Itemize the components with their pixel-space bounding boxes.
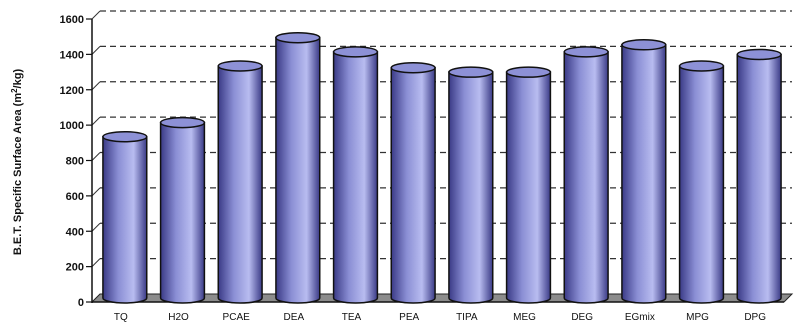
x-tick-label: TEA [342, 312, 362, 323]
x-tick-label: H2O [168, 312, 189, 323]
bar-top [736, 48, 782, 61]
y-tick-label: 1200 [60, 85, 84, 97]
y-tick-label: 0 [78, 297, 84, 309]
bar [102, 130, 148, 304]
bar-body [621, 44, 667, 304]
x-tick-label: DEG [571, 312, 593, 323]
x-tick-label: EGmix [625, 312, 655, 323]
bar-top [621, 39, 667, 51]
bar-top [563, 46, 609, 58]
bar-body [102, 135, 148, 304]
bar [159, 116, 206, 304]
x-tick-label: MPG [686, 312, 709, 323]
x-tick-label: PCAE [223, 312, 251, 323]
x-tick-label: TIPA [456, 312, 478, 323]
y-axis-title-superscript: 2 [10, 88, 19, 93]
bar [736, 48, 782, 304]
grid-line-diagonal [91, 152, 101, 161]
y-tick-label: 1600 [60, 14, 84, 26]
x-tick-label: TQ [114, 312, 128, 323]
grid-line-diagonal [91, 81, 101, 91]
y-tick-label: 600 [66, 191, 84, 203]
y-tick-label: 1400 [60, 49, 84, 61]
bar-body [448, 71, 494, 304]
grid-line-diagonal [91, 10, 101, 20]
bar [275, 31, 321, 304]
grid-line-diagonal [91, 46, 101, 55]
grid-line-diagonal [91, 222, 101, 232]
grid-line-diagonal [91, 116, 101, 126]
bar-body [736, 53, 782, 304]
y-axis-title: B.E.T. Specific Surface Area (m2/kg) [10, 69, 25, 256]
y-tick-label: 1000 [60, 120, 84, 132]
bar [217, 60, 263, 304]
bar-top [159, 116, 206, 129]
bar-body [332, 51, 379, 304]
bar-top [390, 62, 436, 74]
bar-top [678, 60, 725, 72]
bar-top [448, 66, 494, 78]
y-tick-label: 200 [66, 262, 84, 274]
x-axis-labels: TQ H2O PCAE DEA TEA PEA TIPA MEG DEG EGmix MPG DPG [114, 312, 766, 323]
bar-top [217, 60, 263, 72]
x-tick-label: PEA [399, 312, 419, 323]
bar-body [563, 51, 609, 304]
y-axis-title-main: B.E.T. Specific Surface Area (m [12, 93, 24, 255]
x-tick-label: MEG [513, 312, 536, 323]
bar [621, 39, 667, 304]
bar-top [275, 31, 321, 44]
grid-lines [91, 10, 792, 267]
bar-body [217, 65, 263, 304]
bar [332, 46, 379, 304]
bar [678, 60, 725, 304]
bars [102, 31, 782, 304]
bar [448, 66, 494, 304]
y-tick-label: 800 [66, 156, 84, 168]
bar-body [678, 65, 725, 304]
bar [390, 62, 436, 304]
x-tick-label: DPG [744, 312, 766, 323]
y-tick-label: 400 [66, 226, 84, 238]
bar-top [505, 66, 552, 78]
bar-body [505, 71, 552, 304]
x-tick-label: DEA [284, 312, 305, 323]
bar-body [159, 121, 206, 304]
y-axis-title-end: /kg) [12, 69, 24, 89]
bar [505, 66, 552, 304]
bar-top [332, 46, 379, 58]
bar [563, 46, 609, 304]
grid-line-diagonal [91, 258, 101, 267]
bar-body [275, 36, 321, 304]
y-axis: 0 200 400 600 800 1000 1200 1400 1600 [60, 14, 784, 309]
bar-top [102, 130, 148, 143]
grid-line-diagonal [91, 187, 101, 197]
bar-body [390, 67, 436, 304]
